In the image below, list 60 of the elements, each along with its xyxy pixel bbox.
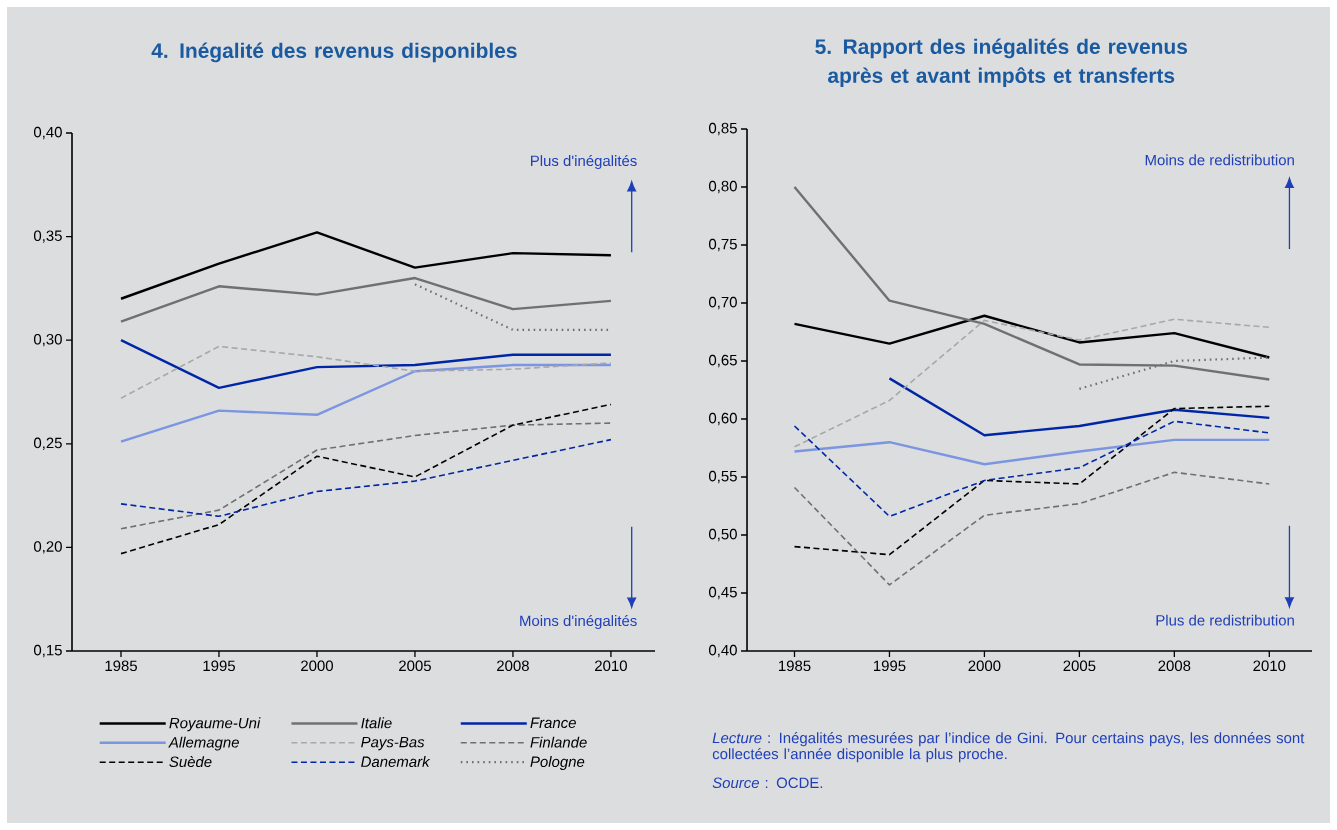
line-series — [120, 345, 612, 400]
legend-label: Royaume-Uni — [169, 717, 261, 732]
line-series — [119, 231, 613, 300]
y-tick-label: 0,35 — [33, 230, 62, 243]
x-tick-label: 1985 — [105, 660, 137, 672]
text: Lecture : Inégalités mesurées par l’indice de Gini. Pour certains pays, les données sont collectées l’année disponible la plus proche. — [712, 732, 1305, 763]
y-tick-label: 0,25 — [33, 437, 62, 450]
y-tick-label: 0,45 — [708, 586, 737, 600]
text: Source : OCDE. — [712, 777, 823, 789]
line-series — [119, 276, 613, 323]
y-tick-label: 0,55 — [708, 470, 737, 484]
annotation: Moins de redistribution — [1145, 154, 1294, 166]
x-tick-label: 2005 — [1063, 660, 1096, 672]
line-series — [793, 438, 1271, 466]
y-tick-label: 0,85 — [708, 122, 737, 136]
y-tick-label: 0,60 — [708, 412, 737, 426]
x-tick-label: 2010 — [1253, 660, 1286, 672]
line-series — [120, 438, 612, 518]
legend-label: France — [530, 717, 576, 729]
legend-label: Danemark — [361, 756, 431, 768]
y-tick-label: 0,20 — [33, 541, 62, 554]
x-tick-label: 2000 — [301, 660, 333, 672]
y-tick-label: 0,40 — [708, 644, 737, 658]
line-series — [120, 403, 612, 555]
line-series — [119, 363, 613, 443]
chart-title: 5. Rapport des inégalités de revenus après et avant impôts et transferts — [815, 38, 1188, 88]
x-tick-label: 1995 — [873, 660, 906, 672]
legend-label: Italie — [361, 717, 392, 729]
line-series — [119, 338, 613, 390]
y-tick-label: 0,30 — [33, 334, 62, 347]
x-tick-label: 2008 — [497, 660, 529, 672]
legend-label: Pologne — [530, 756, 585, 770]
legend-label: Finlande — [530, 736, 587, 748]
line-series — [120, 422, 612, 530]
y-tick-label: 0,15 — [33, 644, 62, 658]
y-tick-label: 0,40 — [33, 126, 62, 140]
x-tick-label: 1995 — [203, 660, 235, 672]
y-tick-label: 0,65 — [708, 354, 737, 368]
line-series — [888, 377, 1271, 437]
x-tick-label: 2008 — [1158, 660, 1191, 672]
annotation: Plus d'inégalités — [531, 154, 637, 170]
line-series — [793, 420, 1271, 518]
chart-title: 4. Inégalité des revenus disponibles — [151, 42, 517, 63]
annotation: Moins d'inégalités — [520, 614, 637, 630]
line-series — [793, 314, 1271, 359]
legend-label: Pays-Bas — [361, 736, 425, 751]
x-tick-label: 1985 — [779, 660, 811, 672]
x-tick-label: 2010 — [595, 660, 627, 672]
y-tick-label: 0,70 — [708, 296, 737, 310]
y-tick-label: 0,75 — [708, 238, 737, 252]
y-tick-label: 0,50 — [708, 528, 737, 542]
line-series — [793, 318, 1271, 448]
legend-label: Suède — [169, 755, 212, 768]
x-tick-label: 2005 — [399, 660, 431, 672]
line-series — [793, 405, 1271, 556]
line-series — [793, 471, 1271, 586]
annotation: Plus de redistribution — [1156, 614, 1294, 626]
legend-label: Allemagne — [168, 736, 239, 751]
x-tick-label: 2000 — [968, 660, 1001, 672]
y-tick-label: 0,80 — [708, 180, 737, 194]
